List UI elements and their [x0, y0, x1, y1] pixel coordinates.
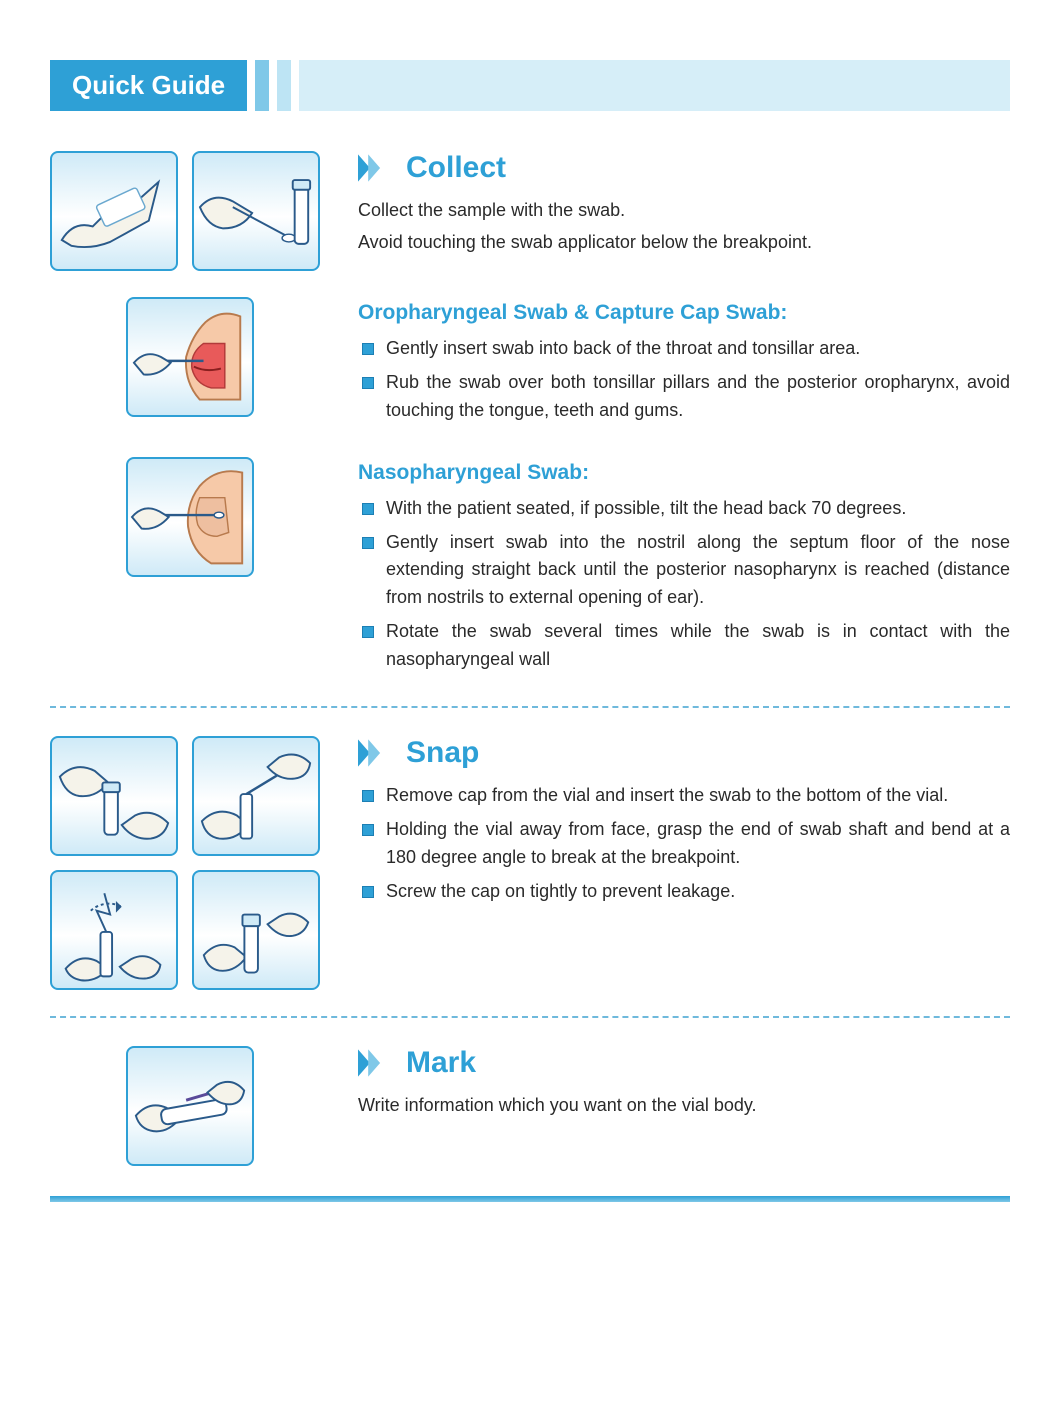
header-gap — [247, 60, 255, 111]
collect-line-1: Collect the sample with the swab. — [358, 197, 1010, 225]
oropharyngeal-bullets: Gently insert swab into back of the thro… — [358, 335, 1010, 425]
illustration-throat-swab — [126, 297, 254, 417]
illustration-label-vial — [126, 1046, 254, 1166]
section-divider — [50, 706, 1010, 708]
oropharyngeal-text: Oropharyngeal Swab & Capture Cap Swab: G… — [358, 297, 1010, 431]
open-package-icon — [52, 153, 176, 269]
illustration-bend-swab — [192, 736, 320, 856]
collect-images — [50, 151, 330, 271]
nasopharyngeal-title: Nasopharyngeal Swab: — [358, 461, 1010, 485]
mark-image — [50, 1046, 330, 1166]
section-snap: Snap Remove cap from the vial and insert… — [50, 736, 1010, 990]
list-item: With the patient seated, if possible, ti… — [358, 495, 1010, 523]
bend-swab-icon — [194, 738, 318, 854]
list-item: Screw the cap on tightly to prevent leak… — [358, 878, 1010, 906]
collect-heading: Collect — [358, 151, 1010, 185]
header-accent-1 — [255, 60, 269, 111]
header-bar: Quick Guide — [50, 60, 1010, 111]
mark-text: Mark Write information which you want on… — [358, 1046, 1010, 1166]
list-item: Rub the swab over both tonsillar pillars… — [358, 369, 1010, 425]
list-item: Rotate the swab several times while the … — [358, 618, 1010, 674]
illustration-screw-cap — [192, 870, 320, 990]
illustration-break-swab — [50, 870, 178, 990]
snap-title: Snap — [406, 736, 479, 770]
collect-body: Collect the sample with the swab. Avoid … — [358, 197, 1010, 257]
screw-cap-icon — [194, 872, 318, 988]
oropharyngeal-title: Oropharyngeal Swab & Capture Cap Swab: — [358, 301, 1010, 325]
collect-title: Collect — [406, 151, 506, 185]
throat-swab-icon — [128, 299, 252, 415]
section-oropharyngeal: Oropharyngeal Swab & Capture Cap Swab: G… — [50, 297, 1010, 431]
list-item: Remove cap from the vial and insert the … — [358, 782, 1010, 810]
nasal-swab-icon — [128, 459, 252, 575]
collect-text: Collect Collect the sample with the swab… — [358, 151, 1010, 271]
insert-swab-icon — [52, 738, 176, 854]
oropharyngeal-image — [50, 297, 330, 431]
nasopharyngeal-bullets: With the patient seated, if possible, ti… — [358, 495, 1010, 674]
double-chevron-icon — [358, 154, 392, 182]
break-swab-icon — [52, 872, 176, 988]
illustration-swab-vial — [192, 151, 320, 271]
snap-text: Snap Remove cap from the vial and insert… — [358, 736, 1010, 990]
nasopharyngeal-text: Nasopharyngeal Swab: With the patient se… — [358, 457, 1010, 680]
footer-line — [50, 1196, 1010, 1202]
snap-images — [50, 736, 330, 990]
section-divider — [50, 1016, 1010, 1018]
list-item: Gently insert swab into the nostril alon… — [358, 529, 1010, 613]
mark-heading: Mark — [358, 1046, 1010, 1080]
header-accent-2 — [277, 60, 291, 111]
double-chevron-icon — [358, 739, 392, 767]
header-line — [299, 60, 1010, 111]
header-gap — [291, 60, 299, 111]
header-gap — [269, 60, 277, 111]
illustration-nasal-swab — [126, 457, 254, 577]
section-nasopharyngeal: Nasopharyngeal Swab: With the patient se… — [50, 457, 1010, 680]
header-title: Quick Guide — [50, 60, 247, 111]
section-mark: Mark Write information which you want on… — [50, 1046, 1010, 1166]
section-collect: Collect Collect the sample with the swab… — [50, 151, 1010, 271]
mark-body: Write information which you want on the … — [358, 1092, 1010, 1120]
mark-title: Mark — [406, 1046, 476, 1080]
nasopharyngeal-image — [50, 457, 330, 680]
double-chevron-icon — [358, 1049, 392, 1077]
snap-bullets: Remove cap from the vial and insert the … — [358, 782, 1010, 906]
list-item: Holding the vial away from face, grasp t… — [358, 816, 1010, 872]
list-item: Gently insert swab into back of the thro… — [358, 335, 1010, 363]
illustration-open-package — [50, 151, 178, 271]
label-vial-icon — [128, 1048, 252, 1164]
snap-heading: Snap — [358, 736, 1010, 770]
mark-line-1: Write information which you want on the … — [358, 1092, 1010, 1120]
illustration-insert-swab — [50, 736, 178, 856]
swab-vial-icon — [194, 153, 318, 269]
collect-line-2: Avoid touching the swab applicator below… — [358, 229, 1010, 257]
